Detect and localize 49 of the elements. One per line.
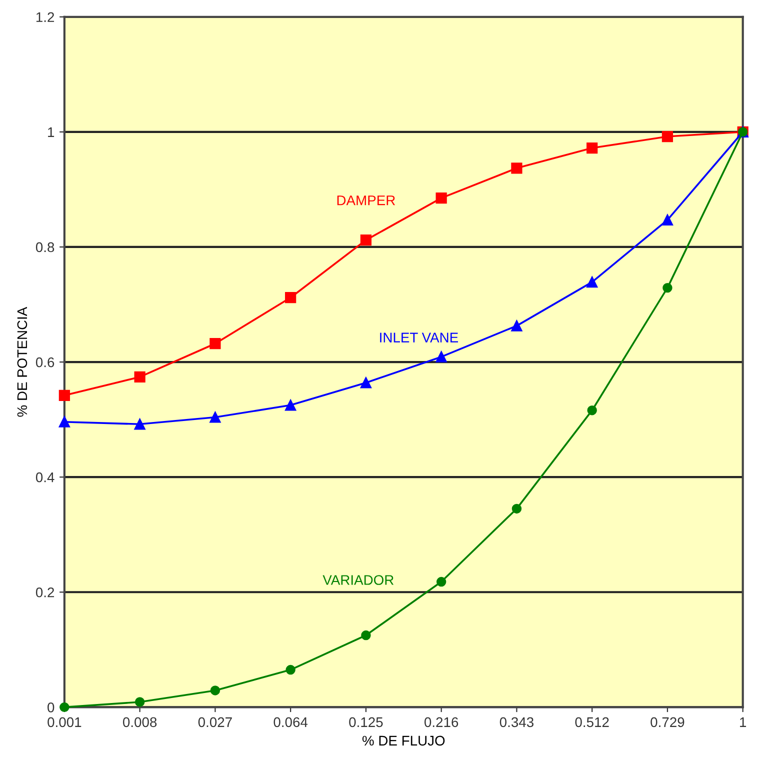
x-tick-label: 0.512 <box>575 717 609 728</box>
point <box>436 576 446 587</box>
y-tick-label: 0.2 <box>36 587 54 598</box>
x-tick-label: 1 <box>740 717 746 727</box>
y-tick-label: 1 <box>48 127 54 137</box>
point <box>586 142 598 154</box>
series-label: INLET VANE <box>380 332 458 342</box>
point <box>662 130 674 142</box>
y-axis-title: % DE POTENCIA <box>17 306 28 417</box>
y-tick-label: 0.8 <box>36 242 54 252</box>
y-tick-label: 0.6 <box>36 357 54 368</box>
point <box>210 686 220 696</box>
x-tick-label: 0.343 <box>500 717 534 728</box>
point <box>436 192 447 204</box>
y-tick-label: 1.2 <box>36 12 54 22</box>
x-axis-title: % DE FLUJO <box>362 736 445 746</box>
x-tick-label: 0.001 <box>48 717 82 728</box>
point <box>286 664 296 675</box>
point <box>436 351 447 362</box>
point <box>512 504 522 514</box>
point <box>134 418 146 430</box>
point <box>134 371 146 383</box>
y-tick-label: 0.4 <box>36 472 54 482</box>
y-tick-label: 0 <box>48 702 54 712</box>
x-tick-label: 0.008 <box>122 717 157 728</box>
point <box>210 412 221 423</box>
point <box>210 338 221 350</box>
x-tick-label: 0.064 <box>274 717 308 728</box>
point <box>285 400 296 411</box>
x-tick-label: 0.125 <box>349 717 383 728</box>
point <box>134 697 145 707</box>
series-label: VARIADOR <box>322 575 394 585</box>
point <box>662 282 672 293</box>
point <box>58 390 70 401</box>
x-tick-label: 0.216 <box>424 717 458 728</box>
point <box>511 162 522 174</box>
point <box>587 405 597 416</box>
point <box>586 276 598 288</box>
series-label: DAMPER <box>337 196 396 206</box>
point <box>662 214 674 226</box>
point <box>511 320 522 332</box>
point <box>285 292 296 304</box>
point <box>60 702 70 712</box>
x-tick-label: 0.027 <box>198 717 232 728</box>
point <box>360 234 372 246</box>
x-tick-label: 0.729 <box>650 717 684 728</box>
point <box>361 630 371 640</box>
point <box>58 416 70 428</box>
point <box>360 377 372 388</box>
